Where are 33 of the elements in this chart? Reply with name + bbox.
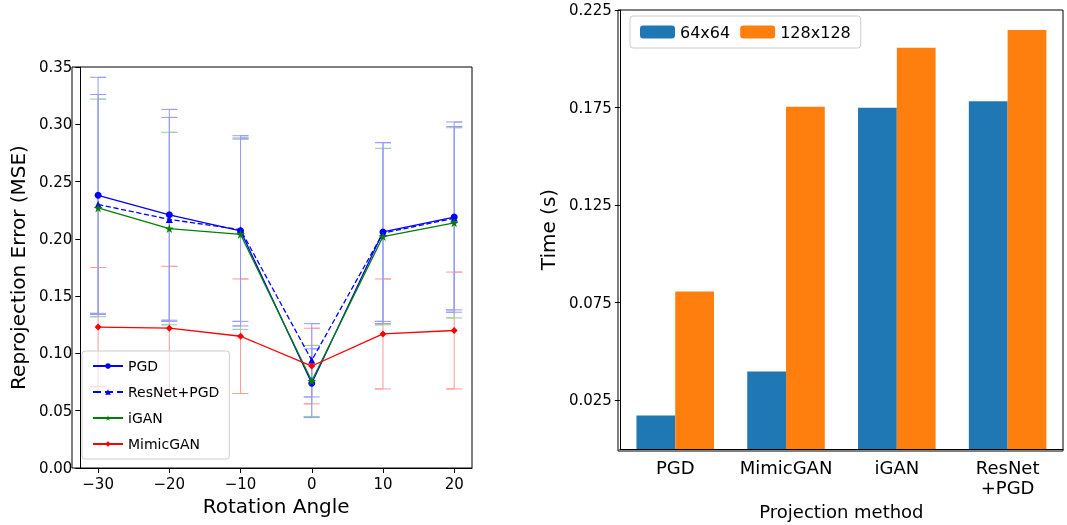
y-tick-label: 0.00 <box>38 459 73 477</box>
y-tick-label: 0.25 <box>38 172 73 191</box>
y-tick-label: 0.025 <box>568 391 612 410</box>
x-tick-label: MimicGAN <box>739 456 833 478</box>
x-tick-label: 20 <box>444 474 464 493</box>
x-tick-label: 10 <box>373 474 393 493</box>
x-tick-label: 0 <box>306 474 317 493</box>
y-tick-label: 0.225 <box>568 1 612 19</box>
legend-label: MimicGAN <box>128 436 201 452</box>
y-tick-label: 0.125 <box>568 196 612 215</box>
legend-label: 64x64 <box>680 22 731 42</box>
y-tick-label: 0.15 <box>38 287 73 306</box>
legend-label: PGD <box>128 358 159 374</box>
x-tick-label: iGAN <box>874 456 920 478</box>
y-tick-label: 0.30 <box>38 115 73 134</box>
x-tick-label: −20 <box>153 474 186 493</box>
x-axis-title: Projection method <box>759 500 924 522</box>
x-tick-label: −30 <box>82 474 114 493</box>
legend-label: iGAN <box>128 410 163 426</box>
x-tick-label: PGD <box>655 456 695 478</box>
y-tick-label: 0.075 <box>568 293 612 312</box>
y-tick-label: 0.20 <box>38 229 73 248</box>
legend-label: 128x128 <box>780 22 851 42</box>
y-tick-label: 0.10 <box>38 344 73 363</box>
y-tick-label: 0.35 <box>38 58 73 76</box>
x-tick-label: −10 <box>224 474 257 493</box>
y-axis-title: Time (s) <box>536 188 560 272</box>
y-tick-label: 0.175 <box>568 98 612 117</box>
y-tick-label: 0.05 <box>38 401 73 420</box>
x-axis-title: Rotation Angle <box>202 494 350 518</box>
y-axis-title: Reprojection Error (MSE) <box>6 145 30 390</box>
legend-label: ResNet+PGD <box>128 384 220 400</box>
x-tick-label: ResNet +PGD <box>975 456 1040 498</box>
